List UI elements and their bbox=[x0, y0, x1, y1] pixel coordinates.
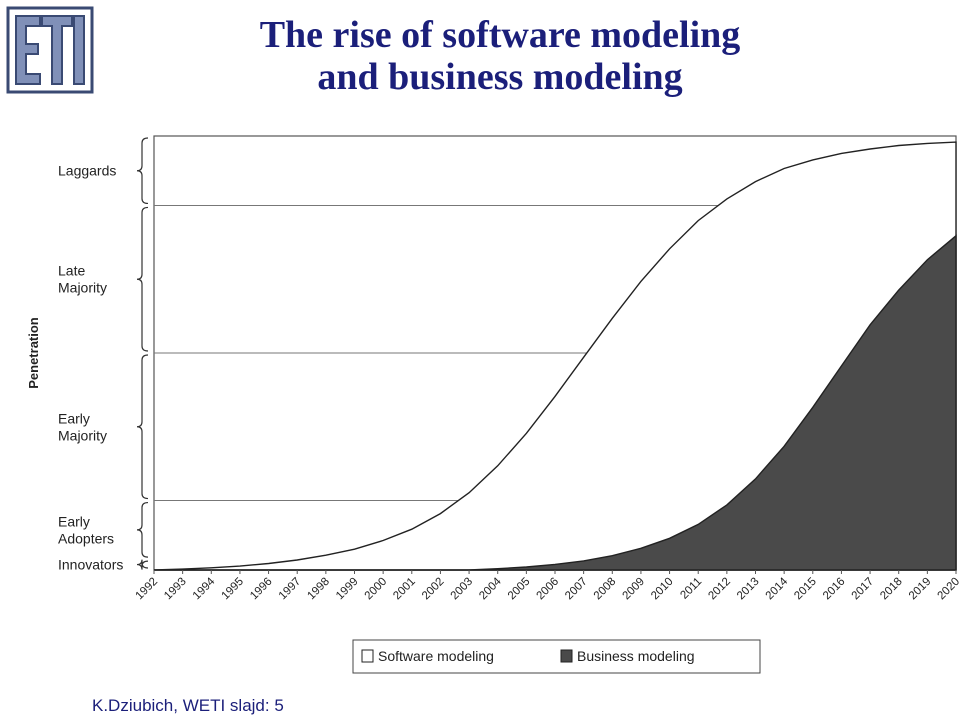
eti-logo bbox=[6, 6, 94, 94]
x-tick-label: 2013 bbox=[735, 576, 762, 603]
x-tick-label: 2020 bbox=[936, 576, 960, 603]
x-tick-label: 2005 bbox=[506, 576, 533, 603]
legend-swatch bbox=[560, 649, 573, 663]
x-tick-label: 2003 bbox=[449, 576, 476, 603]
x-tick-label: 2007 bbox=[563, 576, 590, 603]
category-brace bbox=[136, 501, 149, 558]
x-tick-label: 1998 bbox=[305, 576, 332, 603]
y-category-label: Early Adopters bbox=[58, 513, 114, 546]
x-tick-label: 1999 bbox=[334, 576, 361, 603]
category-brace bbox=[136, 559, 149, 570]
legend-label: Business modeling bbox=[577, 648, 695, 664]
x-tick-label: 2002 bbox=[420, 576, 447, 603]
x-tick-label: 1994 bbox=[191, 575, 218, 602]
title-line-1: The rise of software modeling bbox=[259, 14, 741, 56]
x-tick-label: 2012 bbox=[706, 576, 733, 603]
x-tick-label: 2009 bbox=[620, 576, 647, 603]
x-tick-label: 2017 bbox=[850, 576, 877, 603]
slide-title: The rise of software modeling and busine… bbox=[150, 14, 850, 98]
x-tick-label: 1992 bbox=[134, 576, 161, 603]
x-tick-label: 1995 bbox=[219, 576, 246, 603]
x-tick-label: 2014 bbox=[764, 575, 791, 602]
x-tick-label: 2001 bbox=[391, 576, 418, 603]
x-tick-label: 2018 bbox=[878, 576, 905, 603]
category-brace bbox=[136, 354, 149, 500]
y-category-label: Laggards bbox=[58, 163, 116, 179]
slide-footer: K.Dziubich, WETI slajd: 5 bbox=[92, 696, 284, 715]
x-tick-label: 2004 bbox=[477, 575, 504, 602]
x-tick-label: 2016 bbox=[821, 576, 848, 603]
software-modeling-area bbox=[153, 141, 957, 571]
title-line-2: and business modeling bbox=[317, 56, 683, 98]
y-category-label: Innovators bbox=[58, 557, 123, 573]
y-axis-label: Penetration bbox=[26, 317, 41, 389]
y-category-label: Early Majority bbox=[58, 410, 107, 443]
x-tick-label: 2019 bbox=[907, 576, 934, 603]
x-tick-label: 2008 bbox=[592, 576, 619, 603]
legend-label: Software modeling bbox=[378, 648, 494, 664]
x-tick-label: 2015 bbox=[792, 576, 819, 603]
legend-swatch bbox=[361, 649, 374, 663]
x-tick-label: 2000 bbox=[363, 576, 390, 603]
x-tick-label: 1997 bbox=[277, 576, 304, 603]
x-tick-label: 2006 bbox=[535, 576, 562, 603]
x-tick-label: 2010 bbox=[649, 576, 676, 603]
x-tick-label: 2011 bbox=[678, 576, 704, 602]
y-category-label: Late Majority bbox=[58, 263, 107, 296]
x-tick-label: 1993 bbox=[162, 576, 189, 603]
adoption-area-chart: 1992 1993 1994 1995 1996 1997 1998 1999 2000 2001… bbox=[26, 135, 960, 674]
category-brace bbox=[136, 206, 149, 352]
x-tick-label: 1996 bbox=[248, 576, 275, 603]
legend-box bbox=[352, 639, 761, 674]
category-brace bbox=[136, 137, 149, 205]
